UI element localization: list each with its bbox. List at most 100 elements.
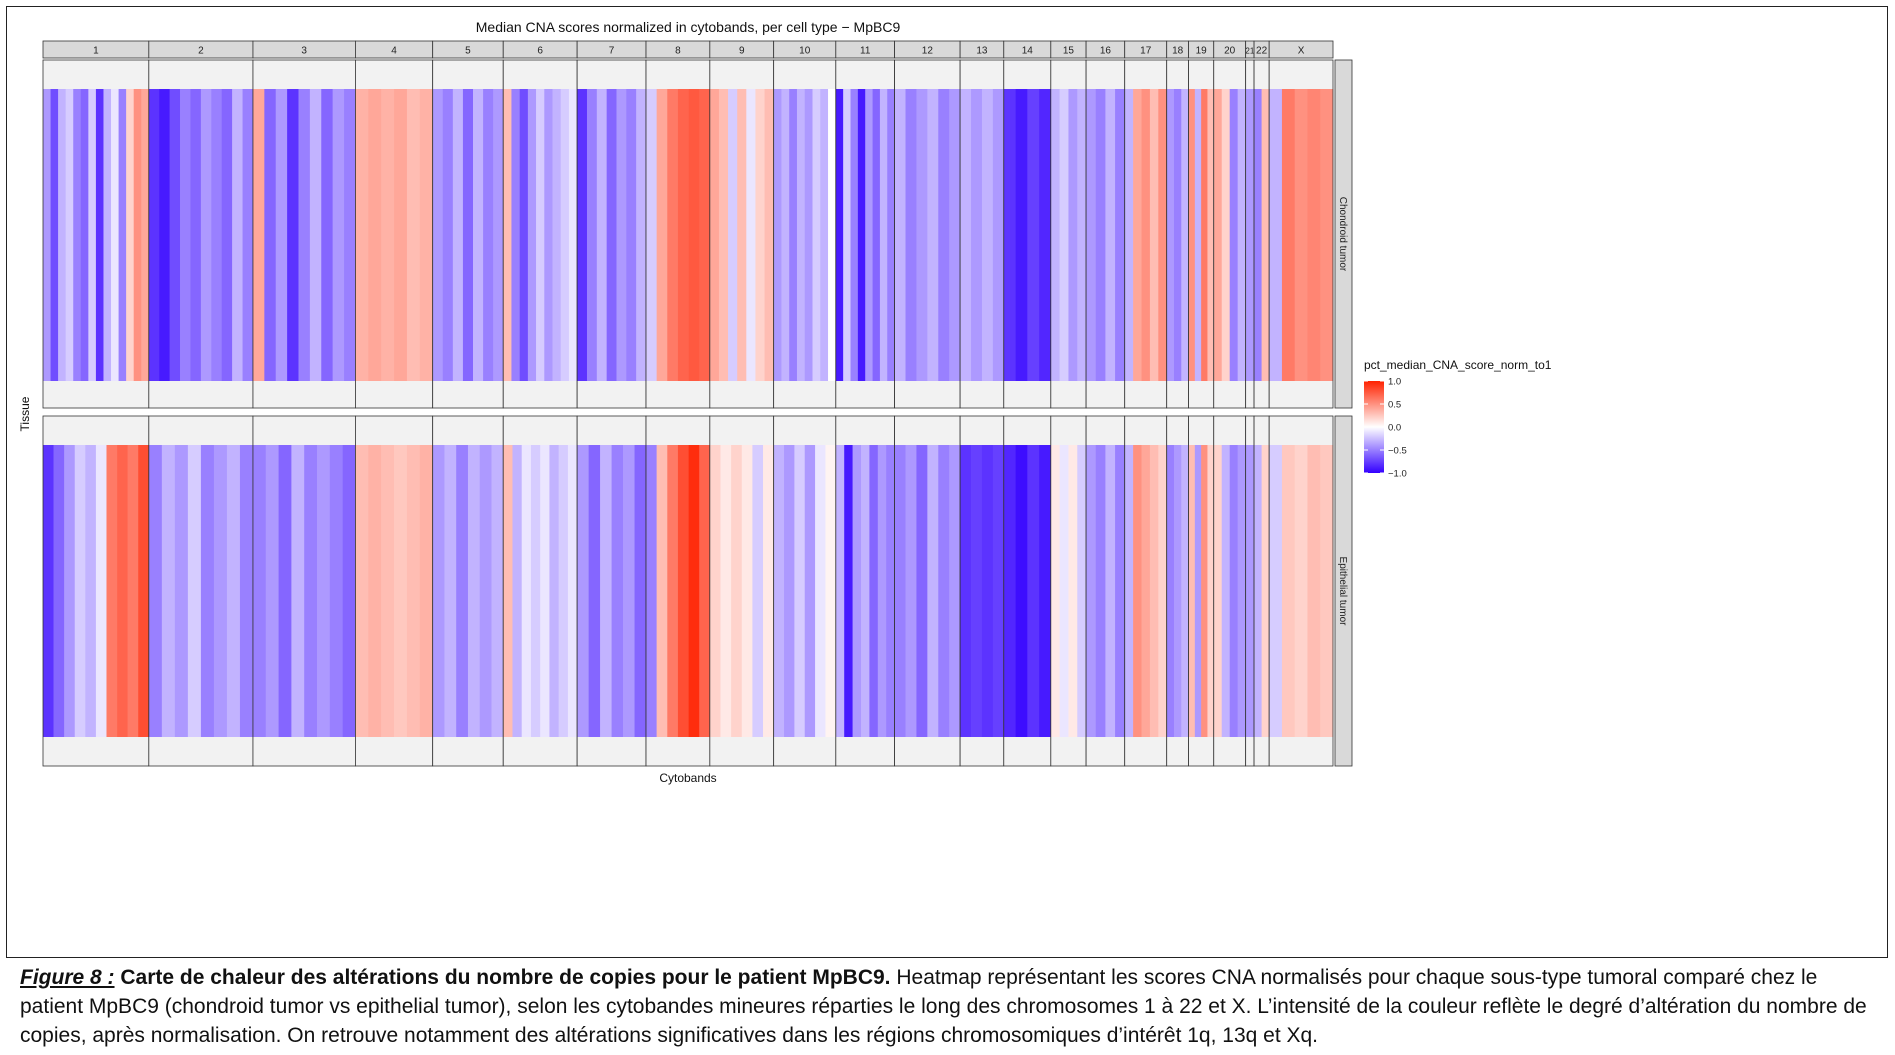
chromosome-label: 4: [391, 46, 397, 57]
cna-band-cell: [815, 445, 826, 737]
cna-band-cell: [949, 89, 961, 381]
chromosome-label: 6: [537, 46, 543, 57]
cna-band-cell: [406, 89, 421, 381]
cna-band-cell: [1115, 445, 1126, 737]
cna-band-cell: [981, 445, 994, 737]
cna-band-cell: [242, 89, 254, 381]
cna-band-cell: [869, 445, 879, 737]
cna-band-cell: [1254, 89, 1262, 381]
cna-band-cell: [226, 445, 241, 737]
cna-band-cell: [85, 445, 97, 737]
cna-band-cell: [304, 445, 318, 737]
cna-band-cell: [527, 89, 537, 381]
cna-band-cell: [344, 89, 356, 381]
chromosome-label: 11: [860, 46, 871, 57]
cna-band-cell: [646, 89, 657, 381]
cna-band-cell: [784, 445, 795, 737]
cna-band-cell: [1105, 89, 1116, 381]
cna-band-cell: [894, 445, 906, 737]
cna-band-cell: [211, 89, 223, 381]
cna-band-cell: [287, 89, 299, 381]
cna-band-cell: [938, 445, 950, 737]
cna-band-cell: [577, 445, 589, 737]
chromosome-label: 20: [1224, 46, 1236, 57]
cna-band-cell: [894, 89, 906, 381]
cna-band-cell: [552, 89, 562, 381]
y-axis-label: Tissue: [18, 396, 32, 431]
cna-band-cell: [1149, 89, 1159, 381]
chromosome-label: 7: [609, 46, 615, 57]
legend-colorbar: [1364, 381, 1384, 473]
cna-band-cell: [381, 445, 395, 737]
cna-band-cell: [731, 445, 743, 737]
cna-band-cell: [1294, 445, 1308, 737]
cna-band-cell: [781, 89, 790, 381]
cna-band-cell: [688, 445, 700, 737]
cna-band-cell: [916, 445, 928, 737]
cna-band-cell: [850, 89, 859, 381]
cna-band-cell: [606, 89, 617, 381]
cna-band-cell: [1141, 445, 1151, 737]
cna-band-cell: [1194, 89, 1202, 381]
cna-band-cell: [877, 445, 887, 737]
figure-caption: Figure 8 : Carte de chaleur des altérati…: [20, 963, 1880, 1050]
cna-band-cell: [1068, 445, 1078, 737]
cna-band-cell: [567, 445, 578, 737]
cna-band-cell: [1194, 445, 1202, 737]
cna-band-cell: [503, 445, 513, 737]
cna-band-cell: [820, 89, 829, 381]
chromosome-label: 8: [675, 46, 681, 57]
cna-band-cell: [1181, 89, 1189, 381]
cna-band-cell: [316, 445, 331, 737]
cna-band-cell: [1237, 445, 1246, 737]
cna-band-cell: [1077, 89, 1087, 381]
cna-band-cell: [636, 89, 647, 381]
cna-band-cell: [232, 89, 243, 381]
cna-band-cell: [1086, 89, 1097, 381]
cna-band-cell: [699, 89, 711, 381]
cna-band-cell: [432, 89, 444, 381]
cna-band-cell: [1105, 445, 1116, 737]
cna-band-cell: [138, 445, 150, 737]
cna-band-cell: [50, 89, 59, 381]
cna-band-cell: [1059, 445, 1069, 737]
cna-band-cell: [844, 445, 853, 737]
cna-band-cell: [452, 89, 464, 381]
cna-band-cell: [381, 89, 395, 381]
cna-band-cell: [65, 89, 74, 381]
chromosome-label: 12: [922, 46, 934, 57]
cna-band-cell: [596, 89, 607, 381]
cna-band-cell: [1307, 89, 1321, 381]
cna-band-cell: [1281, 89, 1296, 381]
cna-band-cell: [1133, 89, 1142, 381]
cna-band-cell: [709, 445, 721, 737]
chart-title: Median CNA scores normalized in cytoband…: [476, 19, 901, 35]
cna-band-cell: [239, 445, 254, 737]
cna-band-cell: [852, 445, 862, 737]
cna-band-cell: [616, 89, 627, 381]
chromosome-label: 13: [976, 46, 988, 57]
cna-band-cell: [252, 89, 265, 381]
chromosome-label: 14: [1022, 46, 1034, 57]
cna-band-cell: [493, 89, 504, 381]
cna-band-cell: [332, 89, 345, 381]
cna-band-cell: [992, 89, 1005, 381]
cna-band-cell: [1027, 89, 1040, 381]
cna-band-cell: [442, 89, 454, 381]
chromosome-strip: [1268, 40, 1334, 59]
cna-band-cell: [1188, 89, 1196, 381]
chromosome-label: 18: [1172, 46, 1184, 57]
cna-band-cell: [1213, 445, 1223, 737]
cna-band-cell: [1050, 89, 1060, 381]
cna-band-cell: [394, 89, 408, 381]
cna-band-cell: [456, 445, 469, 737]
cna-band-cell: [577, 89, 588, 381]
legend-tick-label: 1.0: [1388, 377, 1401, 388]
cna-band-cell: [88, 89, 97, 381]
cna-band-cell: [600, 445, 612, 737]
legend-tick-label: −1.0: [1388, 469, 1407, 480]
cna-band-cell: [763, 445, 774, 737]
cna-band-cell: [169, 89, 181, 381]
cna-band-cell: [95, 89, 104, 381]
cna-band-cell: [588, 445, 601, 737]
